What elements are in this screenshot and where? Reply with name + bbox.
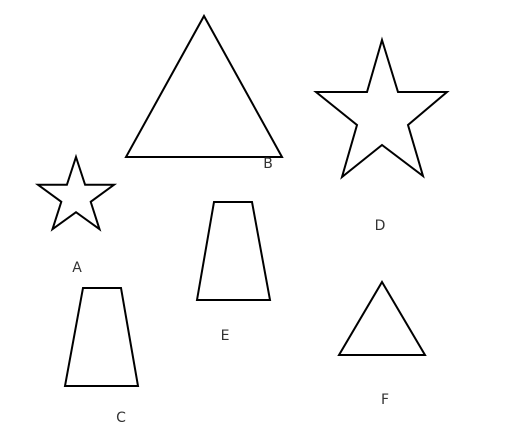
label-d: D [375, 218, 386, 234]
label-b: B [263, 156, 273, 172]
shape-c-trapezoid-icon [63, 287, 140, 387]
shape-b-triangle-icon [124, 13, 284, 158]
label-a: A [72, 260, 82, 276]
label-e: E [221, 328, 230, 344]
shape-f-triangle-icon [337, 280, 427, 356]
shape-e-trapezoid-icon [195, 201, 272, 301]
shape-a-star-icon [34, 153, 118, 232]
label-f: F [381, 392, 389, 408]
label-c: C [116, 410, 126, 426]
shape-d-star-icon [313, 36, 450, 180]
